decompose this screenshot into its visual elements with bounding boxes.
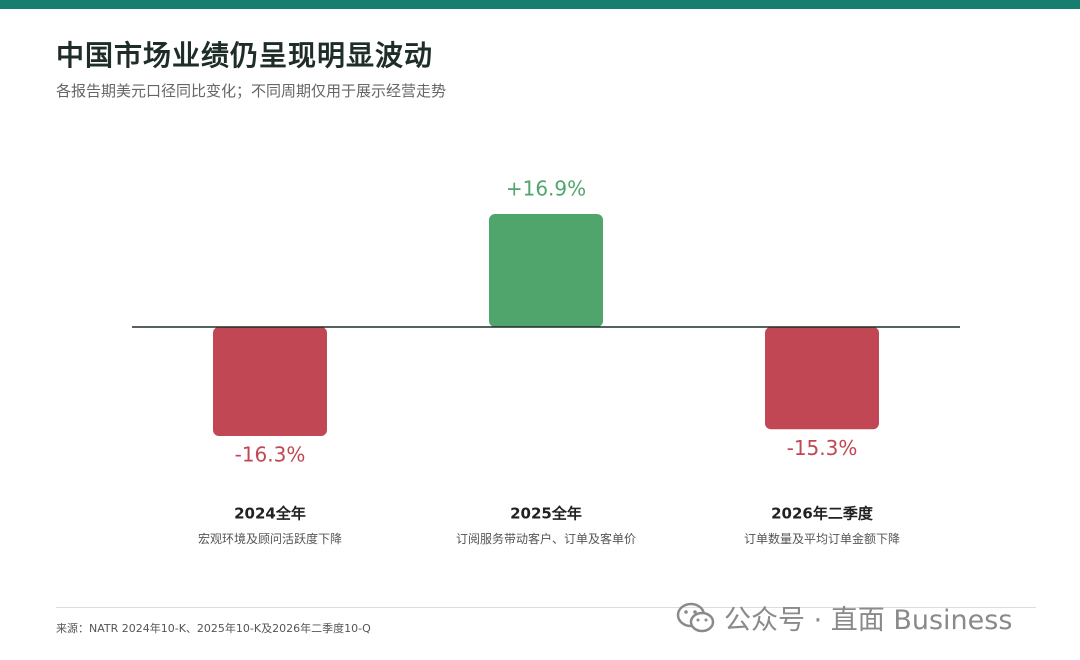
value-label: -15.3% [787, 436, 858, 460]
value-label: -16.3% [235, 442, 306, 466]
chart-title: 中国市场业绩仍呈现明显波动 [56, 39, 434, 72]
value-label: +16.9% [506, 177, 586, 201]
footer-rule [56, 607, 1036, 608]
watermark: 公众号 · 直面 Business [676, 598, 1012, 637]
watermark-text: 公众号 · 直面 Business [724, 605, 1013, 636]
category-description: 订阅服务带动客户、订单及客单价 [456, 532, 637, 546]
top-bar [0, 0, 1080, 9]
bar [765, 327, 879, 430]
category-description: 订单数量及平均订单金额下降 [743, 532, 900, 546]
bar [213, 327, 327, 436]
category-label: 2026年二季度 [771, 505, 874, 523]
chart-subtitle: 各报告期美元口径同比变化；不同周期仅用于展示经营走势 [56, 82, 447, 100]
category-label: 2025全年 [510, 505, 582, 523]
bar [489, 214, 603, 327]
category-label: 2024全年 [234, 505, 306, 523]
wechat-icon [676, 602, 715, 632]
category-description: 宏观环境及顾问活跃度下降 [197, 532, 342, 546]
source-note: 来源：NATR 2024年10-K、2025年10-K及2026年二季度10-Q [56, 622, 371, 635]
